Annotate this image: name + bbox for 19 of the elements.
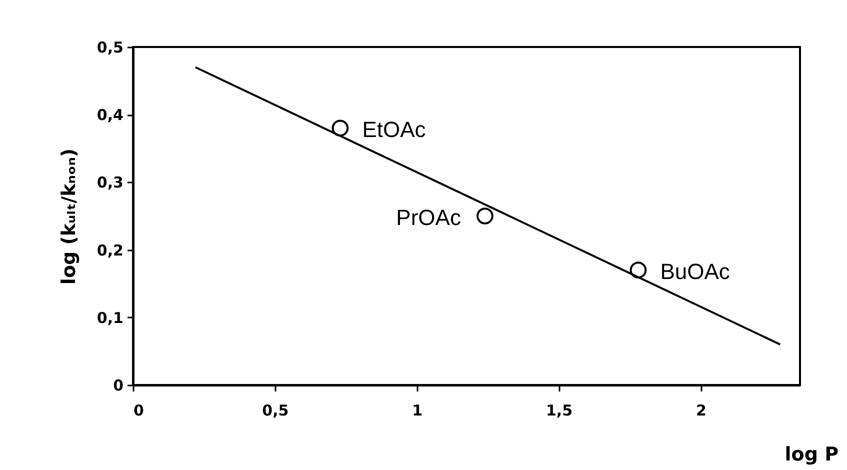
x-axis-title: log P xyxy=(784,444,839,466)
x-tick-label: 1,5 xyxy=(546,402,573,420)
y-tick-label: 0,5 xyxy=(96,38,124,56)
y-tick-label: 0,2 xyxy=(96,241,124,260)
x-tick-label: 0 xyxy=(134,402,144,420)
y-tick-label: 0,1 xyxy=(96,308,124,327)
annotation: PrOAc xyxy=(396,205,461,230)
y-axis-title: log (kᵤₗₜ/kₙₒₙ) xyxy=(58,148,80,285)
y-tick-label: 0,3 xyxy=(96,174,124,192)
point xyxy=(476,208,494,224)
x-tick-label: 0,5 xyxy=(262,402,289,420)
y-tick-label: 0,4 xyxy=(96,106,124,124)
x-tick-label: 1 xyxy=(412,402,423,420)
y-tick-label: 0 xyxy=(113,376,124,394)
point xyxy=(630,262,647,278)
point xyxy=(332,120,349,137)
x-tick-label: 2 xyxy=(696,402,706,420)
annotation: EtOAc xyxy=(362,117,426,142)
annotation: BuOAc xyxy=(660,259,730,284)
